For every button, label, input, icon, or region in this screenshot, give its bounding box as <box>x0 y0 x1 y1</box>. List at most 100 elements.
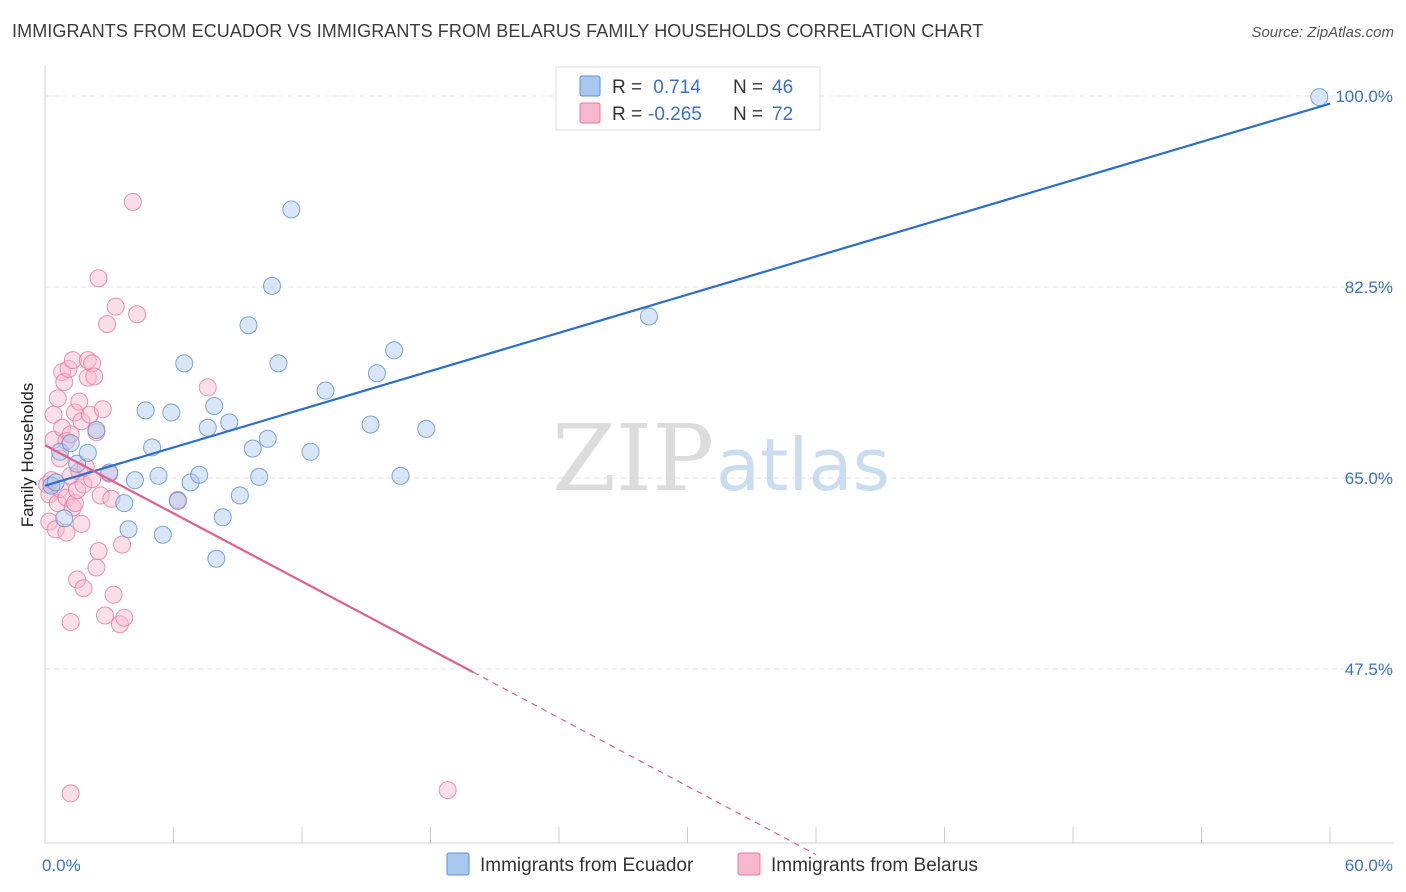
belarus-point <box>89 269 108 288</box>
ecuador-point <box>162 403 181 422</box>
series-legend: Immigrants from Ecuador Immigrants from … <box>446 852 978 876</box>
y-axis-label: Family Households <box>18 383 37 528</box>
ecuador-point <box>239 316 258 335</box>
data-points <box>38 88 1329 803</box>
chart-source: Source: ZipAtlas.com <box>1251 24 1394 41</box>
stats-legend-r-value-ecuador: 0.714 <box>648 77 701 98</box>
ecuador-point <box>263 276 282 295</box>
stats-legend: R = 0.714 N = 46 R = -0.265 N = 72 <box>555 66 821 131</box>
stats-legend-r-label-belarus: R = <box>612 104 642 125</box>
ecuador-point <box>230 486 249 505</box>
belarus-trend-extension <box>473 671 817 856</box>
stats-legend-swatch-belarus <box>579 102 601 124</box>
ecuador-point <box>391 466 410 485</box>
watermark-atlas: atlas <box>716 423 890 507</box>
belarus-point <box>72 514 91 533</box>
belarus-point <box>198 378 217 397</box>
series-legend-label-ecuador: Immigrants from Ecuador <box>480 855 694 876</box>
grid-lines <box>44 95 1394 843</box>
belarus-trend-line <box>44 444 474 674</box>
series-legend-label-belarus: Immigrants from Belarus <box>771 855 978 876</box>
belarus-point <box>98 315 117 334</box>
belarus-point <box>74 579 93 598</box>
y-tick-label: 47.5% <box>1345 660 1393 679</box>
ecuador-point <box>1310 88 1329 107</box>
ecuador-point <box>316 381 335 400</box>
x-tick-labels: 0.0% 60.0% <box>42 856 1393 875</box>
stats-legend-r-label-ecuador: R = <box>612 77 642 98</box>
belarus-point <box>113 535 132 554</box>
belarus-point <box>91 486 110 505</box>
belarus-point <box>61 613 80 632</box>
stats-legend-n-label-ecuador: N = <box>733 77 763 98</box>
stats-legend-r-value-belarus: -0.265 <box>648 104 702 125</box>
ecuador-point <box>168 491 187 510</box>
stats-legend-n-value-ecuador: 46 <box>772 77 793 98</box>
stats-legend-swatch-ecuador <box>579 75 601 97</box>
ecuador-point <box>207 549 226 568</box>
x-tick-label: 60.0% <box>1345 856 1393 875</box>
ecuador-point <box>282 200 301 219</box>
ecuador-point <box>243 439 262 458</box>
belarus-point <box>95 606 114 625</box>
ecuador-point <box>125 471 144 490</box>
chart-title: IMMIGRANTS FROM ECUADOR VS IMMIGRANTS FR… <box>12 21 984 41</box>
ecuador-point <box>639 307 658 326</box>
belarus-point <box>104 585 123 604</box>
ecuador-point <box>119 520 138 539</box>
ecuador-point <box>175 354 194 373</box>
ecuador-point <box>153 525 172 544</box>
belarus-point <box>89 542 108 561</box>
y-tick-labels: 47.5% 65.0% 82.5% 100.0% <box>1335 87 1393 679</box>
ecuador-point <box>367 364 386 383</box>
x-tick-label: 0.0% <box>42 856 81 875</box>
ecuador-point <box>198 418 217 437</box>
belarus-point <box>123 192 142 211</box>
belarus-point <box>83 354 102 373</box>
ecuador-point <box>55 509 74 528</box>
belarus-point <box>57 488 76 507</box>
ecuador-point <box>269 354 288 373</box>
belarus-point <box>59 359 78 378</box>
belarus-point <box>70 392 89 411</box>
belarus-point <box>74 475 93 494</box>
axes <box>44 66 1394 844</box>
ecuador-point <box>258 429 277 448</box>
belarus-point <box>61 784 80 803</box>
series-legend-swatch-belarus <box>737 852 761 876</box>
belarus-point <box>87 558 106 577</box>
belarus-point <box>106 297 125 316</box>
belarus-point <box>115 608 134 627</box>
ecuador-point <box>301 442 320 461</box>
ecuador-point <box>149 466 168 485</box>
ecuador-trend-line <box>44 102 1331 487</box>
ecuador-point <box>417 419 436 438</box>
ecuador-point <box>61 434 80 453</box>
ecuador-point <box>205 396 224 415</box>
ecuador-point <box>115 494 134 513</box>
trend-lines <box>44 102 1331 856</box>
belarus-point <box>438 781 457 800</box>
stats-legend-n-label-belarus: N = <box>733 104 763 125</box>
belarus-point <box>57 523 76 542</box>
y-tick-label: 82.5% <box>1345 278 1393 297</box>
ecuador-point <box>87 420 106 439</box>
stats-legend-n-value-belarus: 72 <box>772 104 793 125</box>
ecuador-point <box>78 443 97 462</box>
ecuador-point <box>136 401 155 420</box>
belarus-point <box>128 305 147 324</box>
ecuador-point <box>250 467 269 486</box>
series-legend-swatch-ecuador <box>446 852 470 876</box>
belarus-point <box>93 400 112 419</box>
belarus-point <box>85 367 104 386</box>
watermark-zip: ZIP <box>552 405 714 512</box>
y-tick-label: 65.0% <box>1345 469 1393 488</box>
belarus-point <box>48 389 67 408</box>
ecuador-point <box>213 508 232 527</box>
ecuador-point <box>190 465 209 484</box>
belarus-point <box>40 512 59 531</box>
zipatlas-watermark: ZIP atlas <box>552 405 890 512</box>
y-tick-label: 100.0% <box>1335 87 1393 106</box>
ecuador-point <box>385 341 404 360</box>
